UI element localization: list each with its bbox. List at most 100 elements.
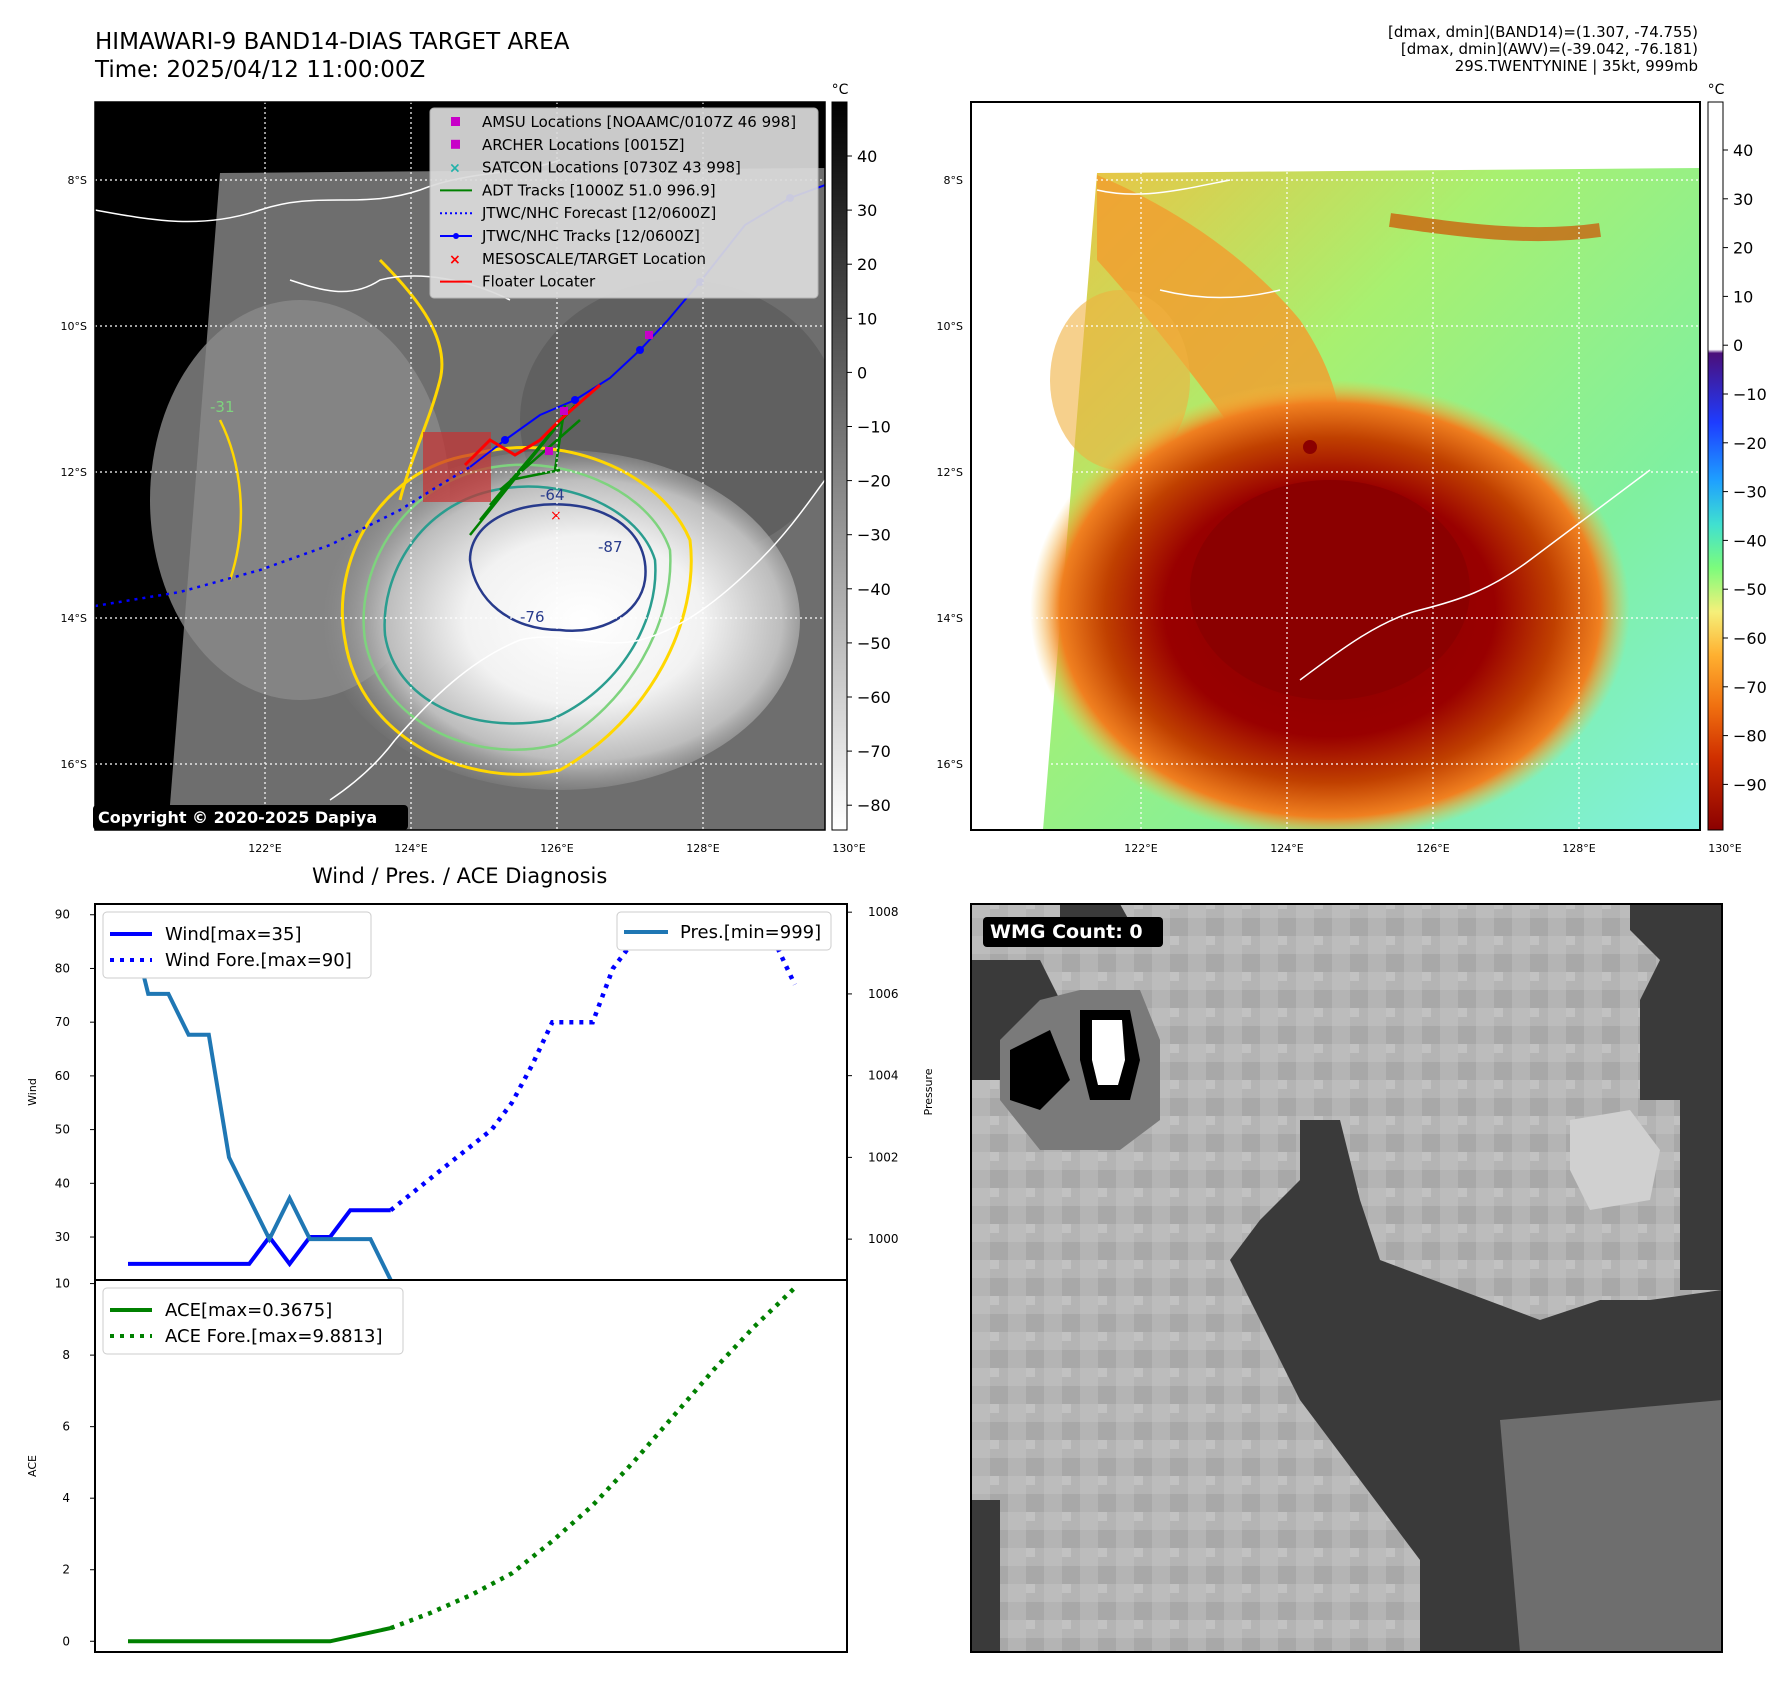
wind-tick-label: 40 xyxy=(55,1176,70,1190)
colorbar-tick-label: −50 xyxy=(857,634,891,653)
colorbar-tick-label: −30 xyxy=(857,526,891,545)
pressure-tick-label: 1006 xyxy=(868,987,899,1001)
wind-tick-label: 70 xyxy=(55,1015,70,1029)
ace-tick-label: 2 xyxy=(62,1563,70,1577)
wv-gridlines xyxy=(971,102,1700,830)
ir-colorbar xyxy=(831,101,848,831)
chart-title: HIMAWARI-9 BAND14-DIAS TARGET AREA Time:… xyxy=(95,28,569,84)
colorbar-tick-label: −70 xyxy=(1733,678,1767,697)
series-line xyxy=(128,1626,392,1644)
wind-axis-label: Wind xyxy=(26,1078,39,1106)
contour-label-2: -64 xyxy=(540,486,565,504)
lat-tick-label: 16°S xyxy=(61,758,87,771)
contour-label-4: -87 xyxy=(598,538,623,556)
legend-label: ADT Tracks [1000Z 51.0 996.9] xyxy=(482,181,716,199)
colorbar-tick-label: 40 xyxy=(1733,141,1753,160)
info-line-1: [dmax, dmin](BAND14)=(1.307, -74.755) xyxy=(1387,23,1698,41)
lat-tick-label: 12°S xyxy=(937,466,963,479)
legend-item: JTWC/NHC Tracks [12/0600Z] xyxy=(440,227,700,245)
legend-label: AMSU Locations [NOAAMC/0107Z 46 998] xyxy=(482,113,796,131)
wmg-count: WMG Count: 0 xyxy=(990,921,1143,943)
colorbar-tick-label: −10 xyxy=(1733,385,1767,404)
legend-item: × MESOSCALE/TARGET Location xyxy=(449,250,706,268)
colorbar-tick-label: 20 xyxy=(1733,239,1753,258)
lat-tick-label: 10°S xyxy=(61,320,87,333)
wv-axis-labels: 122°E 124°E 126°E 128°E 130°E 8°S 10°S 12°S 14°S… xyxy=(937,174,1742,855)
wv-panel xyxy=(971,102,1700,830)
legend-item: ARCHER Locations [0015Z] xyxy=(451,136,685,154)
legend-label: JTWC/NHC Forecast [12/0600Z] xyxy=(481,204,716,222)
series-line xyxy=(126,911,393,1281)
colorbar-tick-label: −30 xyxy=(1733,483,1767,502)
legend-item: JTWC/NHC Forecast [12/0600Z] xyxy=(440,204,716,222)
wind-tick-label: 60 xyxy=(55,1069,70,1083)
wv-coastline xyxy=(1299,469,1651,681)
ace-ticks: 0 2 4 6 8 10 xyxy=(55,1277,95,1648)
wv-colorbar-unit: °C xyxy=(1708,82,1725,98)
ace-legend: ACE[max=0.3675] ACE Fore.[max=9.8813] xyxy=(102,1287,404,1355)
lat-tick-label: 8°S xyxy=(68,174,87,187)
series-line xyxy=(389,1286,797,1631)
legend-label: Floater Locater xyxy=(482,273,596,291)
colorbar-tick-label: 0 xyxy=(1733,336,1743,355)
lon-tick-label: 128°E xyxy=(1562,842,1595,855)
lat-tick-label: 14°S xyxy=(61,612,87,625)
wmg-frame xyxy=(970,903,1723,1653)
pressure-tick-label: 1004 xyxy=(868,1069,899,1083)
wind-tick-label: 50 xyxy=(55,1123,70,1137)
lon-tick-label: 122°E xyxy=(248,842,281,855)
wind-tick-label: 80 xyxy=(55,961,70,975)
copyright-text: Copyright © 2020-2025 Dapiya xyxy=(98,808,377,827)
contour-yellow xyxy=(340,446,693,776)
lat-tick-label: 8°S xyxy=(944,174,963,187)
archer-location xyxy=(560,407,568,415)
contour-teal xyxy=(383,485,657,725)
ace-tick-label: 0 xyxy=(62,1634,70,1648)
amsu-location xyxy=(545,447,553,455)
wmg-panel xyxy=(971,904,1722,1652)
wv-frame xyxy=(970,101,1701,831)
wind-pressure-ticks: 30 40 50 60 70 80 90 1000 1002 1004 1006 1008 xyxy=(55,905,899,1246)
target-area-box xyxy=(423,432,491,502)
track-point xyxy=(571,396,579,404)
contour-label-1: -31 xyxy=(210,398,235,416)
colorbar-tick-label: −40 xyxy=(1733,531,1767,550)
info-line-3: 29S.TWENTYNINE | 35kt, 999mb xyxy=(1454,57,1698,75)
legend-label: ACE[max=0.3675] xyxy=(165,1300,332,1321)
wind-pressure-legend: Wind[max=35] Wind Fore.[max=90] Pres.[min=… xyxy=(102,911,832,979)
colorbar-tick-label: −70 xyxy=(857,742,891,761)
storm-info: [dmax, dmin](BAND14)=(1.307, -74.755) [d… xyxy=(1388,24,1698,75)
lon-tick-label: 126°E xyxy=(540,842,573,855)
colorbar-tick-label: −90 xyxy=(1733,775,1767,794)
colorbar-tick-label: −60 xyxy=(857,688,891,707)
ace-lines xyxy=(128,1286,797,1644)
lat-tick-label: 10°S xyxy=(937,320,963,333)
pressure-axis-label: Pressure xyxy=(922,1068,935,1115)
lon-tick-label: 130°E xyxy=(832,842,865,855)
legend-label: Wind Fore.[max=90] xyxy=(165,950,352,971)
title-line-2: Time: 2025/04/12 11:00:00Z xyxy=(95,57,426,83)
ace-tick-label: 10 xyxy=(55,1277,70,1291)
svg-text:×: × xyxy=(449,252,461,268)
legend-label: MESOSCALE/TARGET Location xyxy=(482,250,706,268)
lat-tick-label: 16°S xyxy=(937,758,963,771)
contour-label-3: -76 xyxy=(520,608,545,626)
lat-tick-label: 12°S xyxy=(61,466,87,479)
contour-green xyxy=(362,463,672,751)
colorbar-tick-label: 10 xyxy=(857,309,877,328)
lon-tick-label: 130°E xyxy=(1708,842,1741,855)
colorbar-tick-label: −40 xyxy=(857,580,891,599)
colorbar-tick-label: 0 xyxy=(857,363,867,382)
wind-tick-label: 30 xyxy=(55,1230,70,1244)
title-line-1: HIMAWARI-9 BAND14-DIAS TARGET AREA xyxy=(95,29,570,55)
lat-tick-label: 14°S xyxy=(937,612,963,625)
colorbar-tick-label: −80 xyxy=(1733,727,1767,746)
copyright-box xyxy=(93,805,408,830)
mesoscale-target-marker: × xyxy=(550,508,562,524)
ace-tick-label: 8 xyxy=(62,1348,70,1362)
track-point xyxy=(636,346,644,354)
colorbar-tick-label: 30 xyxy=(1733,190,1753,209)
pressure-tick-label: 1002 xyxy=(868,1150,899,1164)
wmg-eye xyxy=(1092,1020,1125,1085)
